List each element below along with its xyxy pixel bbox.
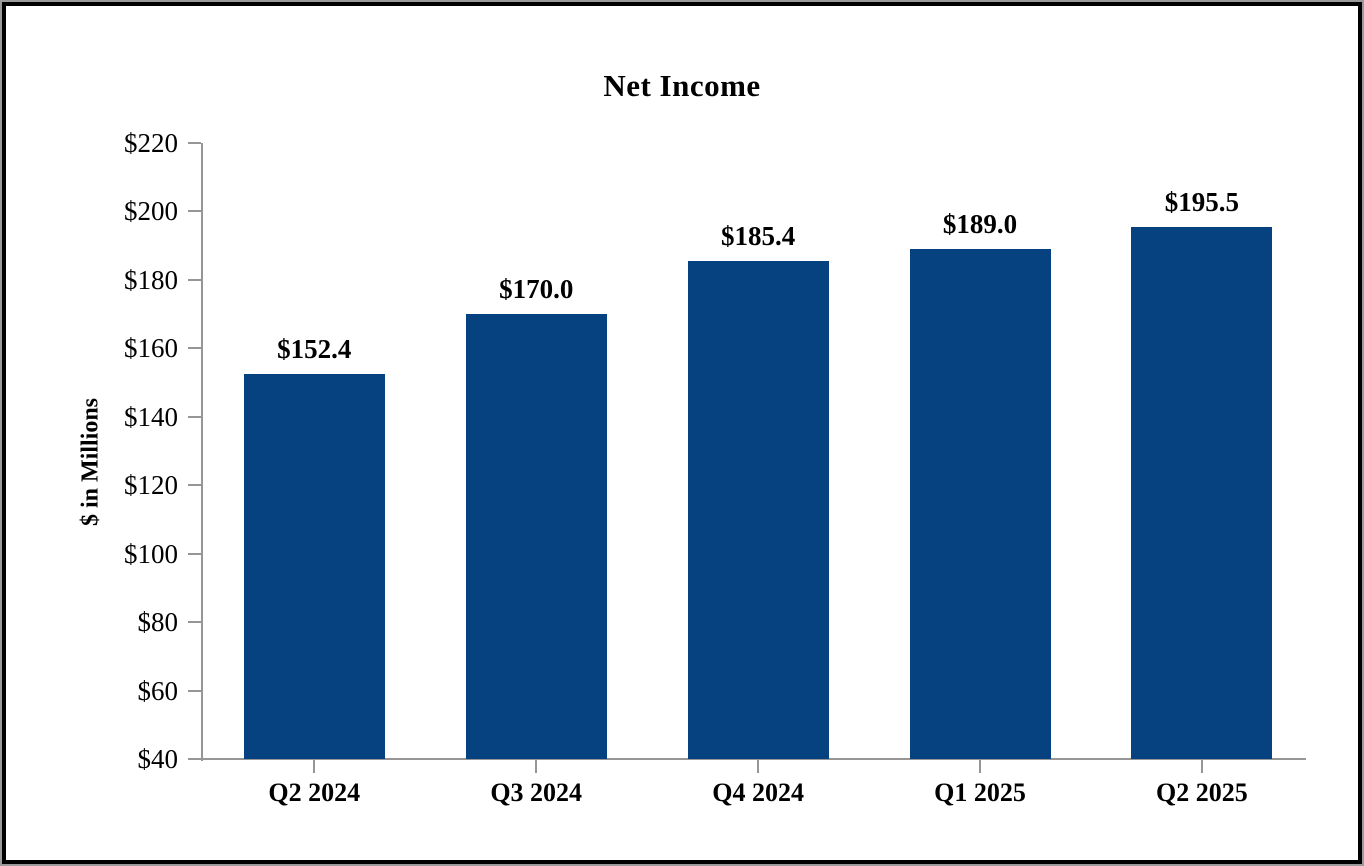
y-axis-tick bbox=[188, 142, 201, 144]
y-axis-tick-label: $140 bbox=[124, 401, 178, 432]
y-axis-tick-label: $180 bbox=[124, 264, 178, 295]
plot-area: $40 $60 $80 $100 $120 $140 $160 $180 $200 $220 $15… bbox=[6, 6, 1362, 864]
bar-q3-2024 bbox=[465, 314, 607, 759]
bar-q1-2025 bbox=[909, 249, 1051, 759]
y-axis-tick bbox=[188, 689, 201, 692]
y-axis-tick-label: $100 bbox=[124, 538, 178, 569]
x-axis-category-label: Q2 2025 bbox=[1156, 778, 1248, 807]
x-axis-category-label: Q4 2024 bbox=[712, 778, 804, 807]
bar-value-label: $170.0 bbox=[499, 274, 574, 305]
bar-q4-2024 bbox=[687, 261, 829, 759]
bar-q2-2024 bbox=[243, 374, 385, 759]
y-axis-tick-label: $120 bbox=[124, 470, 178, 501]
y-axis-tick-label: $220 bbox=[124, 128, 178, 158]
x-axis-tick bbox=[1200, 760, 1203, 773]
chart-title: Net Income bbox=[603, 68, 761, 103]
bar-value-label: $195.5 bbox=[1164, 186, 1240, 217]
x-axis-tick bbox=[979, 760, 981, 773]
bar-value-label: $185.4 bbox=[720, 221, 796, 252]
y-axis-line bbox=[201, 143, 203, 761]
x-axis-line bbox=[201, 758, 1306, 760]
x-axis-tick bbox=[535, 760, 538, 773]
x-axis-category-label: Q1 2025 bbox=[934, 778, 1026, 807]
x-axis-category-label: Q3 2024 bbox=[490, 778, 583, 807]
y-axis-tick-label: $160 bbox=[124, 333, 178, 364]
bar-value-label: $152.4 bbox=[277, 334, 352, 365]
x-axis-tick bbox=[313, 760, 316, 773]
y-axis-tick bbox=[188, 621, 201, 624]
y-axis-tick bbox=[188, 210, 201, 213]
y-axis-tick bbox=[188, 278, 201, 281]
y-axis-tick-label: $60 bbox=[137, 675, 179, 706]
y-axis-tick bbox=[188, 415, 201, 418]
x-axis-category-label: Q2 2024 bbox=[268, 778, 361, 807]
y-axis-tick-label: $200 bbox=[124, 196, 178, 227]
y-axis-tick bbox=[188, 484, 201, 487]
y-axis-tick bbox=[188, 347, 201, 350]
y-axis-tick bbox=[188, 758, 201, 760]
bar-q2-2025 bbox=[1131, 226, 1273, 759]
y-axis-tick-label: $40 bbox=[137, 744, 179, 774]
y-axis-tick-label: $80 bbox=[137, 607, 179, 638]
bar-value-label: $189.0 bbox=[942, 209, 1018, 240]
y-axis-tick bbox=[188, 552, 201, 555]
x-axis-tick bbox=[757, 760, 760, 773]
